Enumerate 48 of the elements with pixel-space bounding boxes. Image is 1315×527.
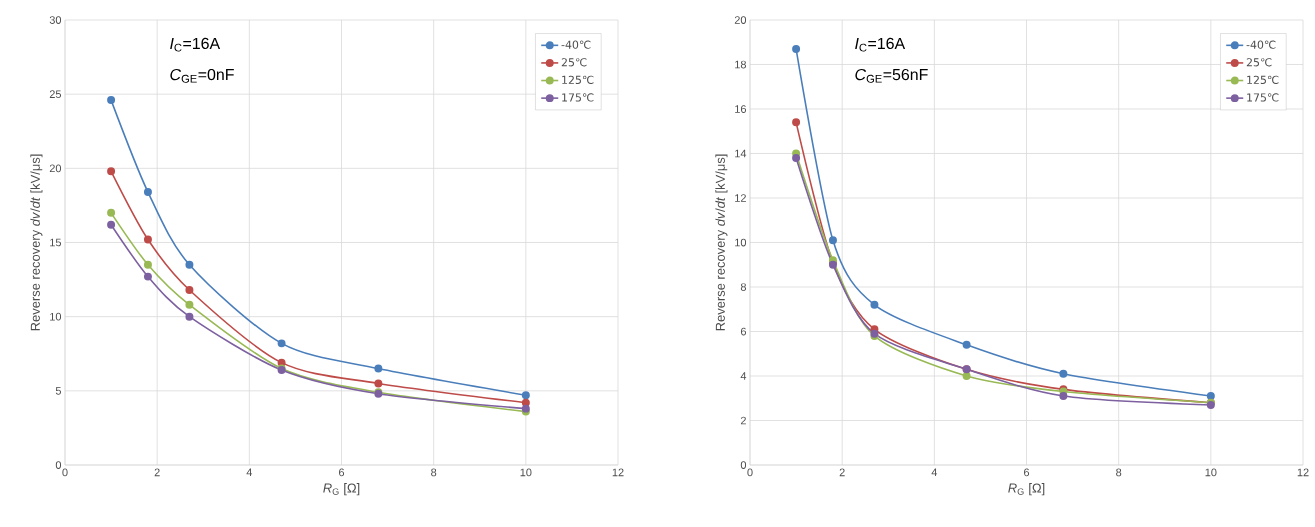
x-tick-label: 0 [747, 468, 753, 477]
x-axis-title: R$_{G}$ [Ω] [323, 483, 360, 496]
legend-label: 125℃ [1247, 75, 1279, 85]
x-tick-label: 0 [62, 468, 68, 477]
y-tick-label: 8 [740, 283, 746, 291]
legend-label: 25℃ [1246, 58, 1272, 67]
y-tick-label: 0 [740, 461, 747, 469]
legend-label: 125℃ [562, 75, 594, 85]
y-tick-label: 6 [740, 327, 746, 336]
y-tick-label: 2 [740, 416, 746, 425]
annotation: C$_{GE}$=0nF [170, 68, 234, 83]
y-tick-label: 20 [49, 164, 62, 173]
legend-label: 175℃ [1247, 93, 1279, 102]
x-tick-label: 10 [1205, 468, 1217, 477]
x-tick-label: 6 [339, 468, 345, 477]
x-tick-label: 8 [1116, 468, 1122, 477]
y-axis-title: Reverse recovery dv/dt [kV/μs] [30, 154, 43, 331]
y-tick-label: 4 [740, 372, 747, 380]
y-tick-label: 12 [735, 194, 746, 202]
y-tick-label: 10 [735, 238, 747, 247]
legend-label: 25℃ [561, 58, 587, 67]
legend-label: -40℃ [561, 40, 591, 49]
y-tick-label: 16 [735, 105, 746, 113]
x-tick-label: 2 [839, 468, 845, 477]
x-tick-label: 6 [1024, 468, 1030, 477]
y-tick-label: 30 [49, 16, 62, 24]
legend-label: -40℃ [1246, 40, 1276, 49]
y-tick-label: 10 [50, 312, 62, 321]
x-tick-label: 4 [931, 468, 938, 477]
x-tick-label: 4 [246, 468, 253, 477]
x-tick-label: 8 [431, 468, 437, 477]
y-tick-label: 14 [735, 149, 747, 158]
annotation: C$_{GE}$=56nF [855, 68, 928, 83]
annotation: I$_{C}$=16A [170, 37, 221, 52]
x-tick-label: 12 [1297, 468, 1309, 477]
y-tick-label: 18 [735, 60, 746, 69]
y-tick-label: 25 [49, 90, 62, 99]
y-tick-label: 15 [50, 238, 62, 247]
y-axis-title: Reverse recovery dv/dt [kV/μs] [715, 154, 728, 331]
y-tick-label: 20 [734, 16, 747, 24]
y-tick-label: 5 [55, 387, 62, 395]
annotation: I$_{C}$=16A [855, 37, 906, 52]
x-tick-label: 12 [612, 468, 624, 477]
y-tick-label: 0 [55, 461, 62, 469]
legend-label: 175℃ [562, 93, 594, 102]
x-tick-label: 2 [154, 468, 160, 477]
x-tick-label: 10 [520, 468, 532, 477]
x-axis-title: R$_{G}$ [Ω] [1008, 483, 1045, 496]
